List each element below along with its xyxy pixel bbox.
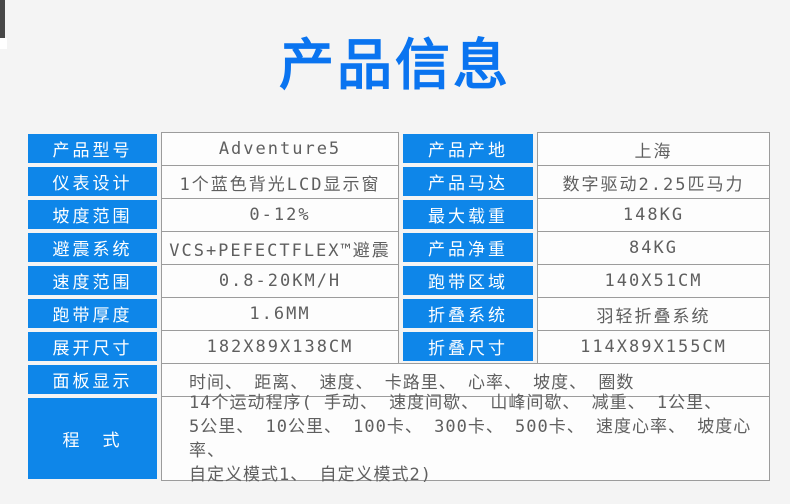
page-edge-bar: [0, 0, 5, 38]
label-max-load: 最大载重: [403, 200, 533, 229]
label-open-size: 展开尺寸: [28, 332, 157, 361]
value-folding-system: 羽轻折叠系统: [537, 297, 770, 330]
value-speed-range: 0.8-20KM/H: [161, 264, 399, 297]
label-programs: 程 式: [28, 398, 157, 479]
label-product-model: 产品型号: [28, 134, 157, 163]
value-net-weight: 84KG: [537, 231, 770, 264]
value-console-design: 1个蓝色背光LCD显示窗: [161, 165, 399, 198]
value-programs: 14个运动程序( 手动、 速度间歇、 山峰间歇、 减重、 1公里、 5公里、 1…: [161, 393, 770, 485]
value-folded-size: 114X89X155CM: [537, 330, 770, 363]
label-incline-range: 坡度范围: [28, 200, 157, 229]
label-speed-range: 速度范围: [28, 266, 157, 295]
label-motor: 产品马达: [403, 167, 533, 196]
value-max-load: 148KG: [537, 198, 770, 231]
value-incline-range: 0-12%: [161, 198, 399, 231]
label-console-design: 仪表设计: [28, 167, 157, 196]
page-title: 产品信息: [278, 33, 511, 97]
label-net-weight: 产品净重: [403, 233, 533, 262]
label-panel-display: 面板显示: [28, 365, 157, 394]
page-edge-notch: [0, 38, 7, 49]
value-product-model: Adventure5: [161, 132, 399, 165]
product-info-table: 产品型号 Adventure5 产品产地 上海 仪表设计 1个蓝色背光LCD显示…: [28, 132, 770, 485]
value-open-size: 182X89X138CM: [161, 330, 399, 363]
label-belt-thickness: 跑带厚度: [28, 299, 157, 328]
value-panel-display: 时间、 距离、 速度、 卡路里、 心率、 坡度、 圈数: [161, 363, 770, 396]
value-belt-thickness: 1.6MM: [161, 297, 399, 330]
label-shock-system: 避震系统: [28, 233, 157, 262]
label-folding-system: 折叠系统: [403, 299, 533, 328]
label-origin: 产品产地: [403, 134, 533, 163]
value-belt-area: 140X51CM: [537, 264, 770, 297]
value-motor: 数字驱动2.25匹马力: [537, 165, 770, 198]
value-origin: 上海: [537, 132, 770, 165]
label-belt-area: 跑带区域: [403, 266, 533, 295]
value-shock-system: VCS+PEFECTFLEX™避震: [161, 231, 399, 264]
label-folded-size: 折叠尺寸: [403, 332, 533, 361]
